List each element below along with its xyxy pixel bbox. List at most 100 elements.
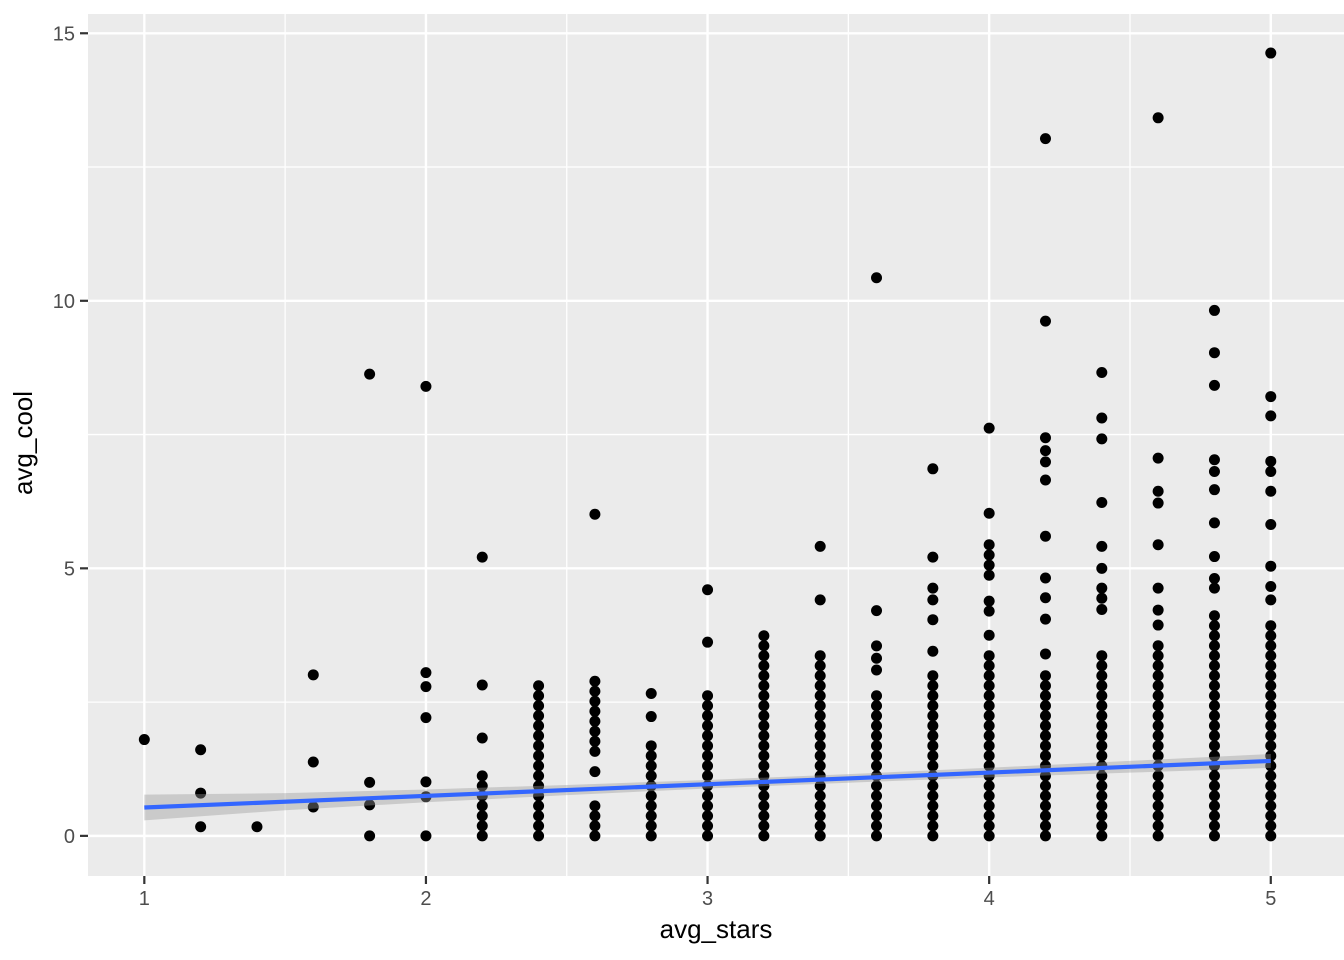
- data-point: [476, 732, 488, 744]
- data-point: [702, 750, 714, 762]
- data-point: [983, 605, 995, 617]
- data-point: [871, 605, 883, 617]
- data-point: [589, 830, 601, 842]
- data-point: [1208, 680, 1220, 692]
- data-point: [871, 740, 883, 752]
- data-point: [702, 790, 714, 802]
- data-point: [1265, 830, 1277, 842]
- data-point: [758, 820, 770, 832]
- panel-background: [88, 14, 1344, 876]
- x-tick-label: 2: [420, 888, 431, 910]
- data-point: [1208, 347, 1220, 359]
- data-point: [983, 539, 995, 551]
- data-point: [476, 810, 488, 822]
- data-point: [1265, 640, 1277, 652]
- data-point: [1208, 670, 1220, 682]
- data-point: [1152, 582, 1164, 594]
- data-point: [645, 800, 657, 812]
- data-point: [1096, 670, 1108, 682]
- data-point: [814, 660, 826, 672]
- data-point: [927, 790, 939, 802]
- data-point: [983, 569, 995, 581]
- data-point: [420, 776, 432, 788]
- data-point: [1265, 391, 1277, 403]
- data-point: [533, 770, 545, 782]
- data-point: [927, 800, 939, 812]
- data-point: [814, 690, 826, 702]
- data-point: [1039, 810, 1051, 822]
- data-point: [814, 670, 826, 682]
- data-point: [871, 800, 883, 812]
- data-point: [758, 670, 770, 682]
- data-point: [1208, 780, 1220, 792]
- data-point: [927, 710, 939, 722]
- data-point: [1208, 790, 1220, 802]
- data-point: [871, 640, 883, 652]
- data-point: [758, 700, 770, 712]
- data-point: [983, 750, 995, 762]
- data-point: [1152, 670, 1164, 682]
- data-point: [871, 690, 883, 702]
- data-point: [1152, 539, 1164, 551]
- data-point: [758, 660, 770, 672]
- data-point: [307, 669, 319, 681]
- data-point: [814, 720, 826, 732]
- data-point: [871, 664, 883, 676]
- data-point: [1096, 740, 1108, 752]
- data-point: [1096, 366, 1108, 378]
- data-point: [1039, 474, 1051, 486]
- data-point: [983, 780, 995, 792]
- data-point: [814, 740, 826, 752]
- data-point: [1096, 433, 1108, 445]
- data-point: [1096, 820, 1108, 832]
- data-point: [758, 730, 770, 742]
- data-point: [1265, 750, 1277, 762]
- data-point: [758, 790, 770, 802]
- data-point: [983, 549, 995, 561]
- data-point: [814, 790, 826, 802]
- data-point: [927, 730, 939, 742]
- data-point: [871, 710, 883, 722]
- y-tick-label: 10: [53, 291, 75, 313]
- data-point: [1096, 604, 1108, 616]
- data-point: [645, 711, 657, 723]
- data-point: [533, 700, 545, 712]
- data-point: [1096, 562, 1108, 574]
- data-point: [1039, 572, 1051, 584]
- data-point: [1265, 820, 1277, 832]
- data-point: [251, 821, 263, 833]
- data-point: [645, 770, 657, 782]
- data-point: [1152, 830, 1164, 842]
- data-point: [1265, 670, 1277, 682]
- data-point: [927, 645, 939, 657]
- axes: 0 5 10 15 1 2 3 4 5: [53, 23, 1277, 910]
- data-point: [814, 760, 826, 772]
- data-point: [1039, 800, 1051, 812]
- data-point: [758, 710, 770, 722]
- data-point: [983, 700, 995, 712]
- data-point: [533, 820, 545, 832]
- data-point: [1152, 619, 1164, 631]
- data-point: [533, 750, 545, 762]
- data-point: [927, 463, 939, 475]
- data-point: [758, 630, 770, 642]
- data-point: [871, 810, 883, 822]
- data-point: [871, 820, 883, 832]
- data-point: [589, 820, 601, 832]
- data-point: [1039, 820, 1051, 832]
- data-point: [1039, 780, 1051, 792]
- data-point: [927, 680, 939, 692]
- data-point: [307, 756, 319, 768]
- data-point: [1039, 830, 1051, 842]
- data-point: [195, 821, 207, 833]
- data-point: [927, 720, 939, 732]
- data-point: [927, 690, 939, 702]
- data-point: [1039, 133, 1051, 145]
- data-point: [533, 730, 545, 742]
- data-point: [533, 740, 545, 752]
- data-point: [1096, 592, 1108, 604]
- data-point: [702, 760, 714, 772]
- x-tick-label: 3: [702, 888, 713, 910]
- data-point: [1208, 660, 1220, 672]
